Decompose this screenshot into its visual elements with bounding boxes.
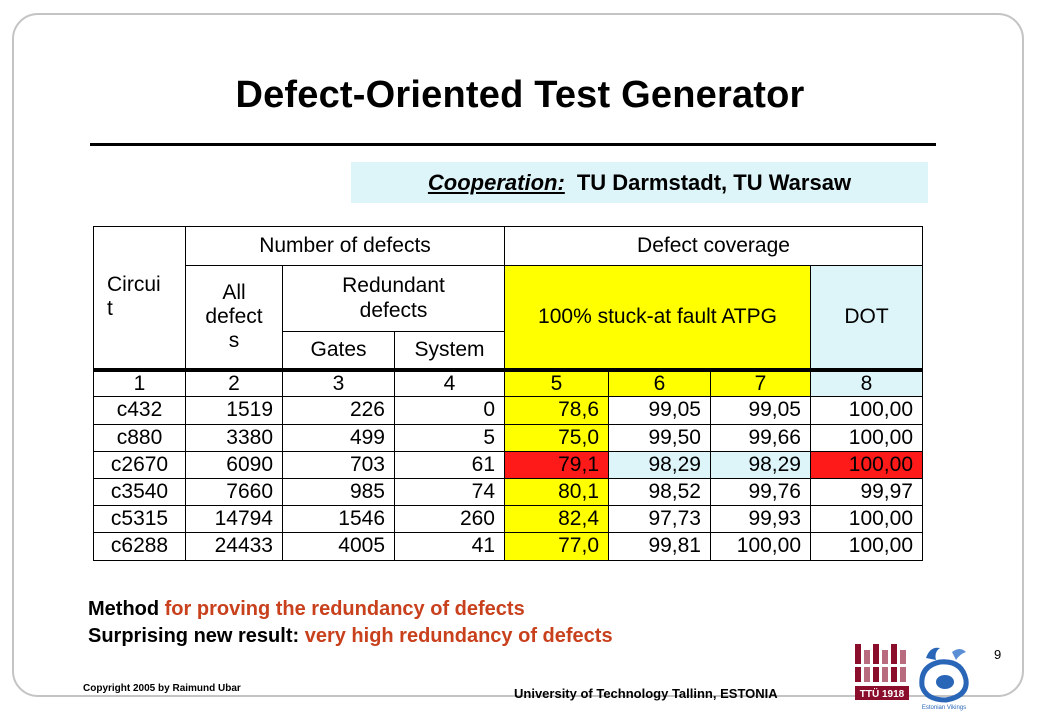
table-cell: 985 (282, 478, 395, 506)
viking-logo: Estonian Vikings (919, 647, 969, 711)
cooperation-box: Cooperation: TU Darmstadt, TU Warsaw (351, 162, 928, 203)
table-cell: 100,00 (810, 396, 923, 425)
table-row: c2670 6090 703 61 79,1 98,29 98,29 100,0… (93, 451, 923, 479)
table-cell: 100,00 (810, 424, 923, 452)
table-cell: 82,4 (504, 505, 609, 533)
column-number: 2 (185, 367, 283, 397)
column-number: 1 (93, 367, 186, 397)
table-cell: 99,81 (608, 532, 711, 561)
column-number: 3 (282, 367, 395, 397)
table-cell: 3380 (185, 424, 283, 452)
table-row: c6288 24433 4005 41 77,0 99,81 100,00 10… (93, 532, 923, 561)
circuit-name: c2670 (93, 451, 186, 479)
header-circuit: Circui t (93, 226, 186, 370)
table-cell: 4005 (282, 532, 395, 561)
header-gates: Gates (282, 331, 395, 370)
slide-title: Defect-Oriented Test Generator (235, 74, 805, 116)
circuit-name: c6288 (93, 532, 186, 561)
table-cell: 5 (394, 424, 505, 452)
table-cell: 14794 (185, 505, 283, 533)
circuit-name: c5315 (93, 505, 186, 533)
column-number: 4 (394, 367, 505, 397)
note-1-bold: Method (88, 598, 160, 620)
table-cell: 74 (394, 478, 505, 506)
header-redundant-defects: Redundant defects (282, 265, 505, 332)
table-cell: 7660 (185, 478, 283, 506)
page-number: 9 (994, 647, 1002, 662)
table-cell: 24433 (185, 532, 283, 561)
table-cell: 260 (394, 505, 505, 533)
table-cell: 80,1 (504, 478, 609, 506)
table-row: c5315 14794 1546 260 82,4 97,73 99,93 10… (93, 505, 923, 533)
header-defect-coverage: Defect coverage (504, 226, 923, 266)
title-underline (90, 143, 936, 146)
header-stuck-at-atpg: 100% stuck-at fault ATPG (504, 265, 811, 370)
table-cell: 77,0 (504, 532, 609, 561)
table-cell: 99,05 (608, 396, 711, 425)
column-number: 5 (504, 367, 609, 397)
table-cell: 99,93 (710, 505, 811, 533)
table-cell: 99,76 (710, 478, 811, 506)
table-cell: 98,29 (608, 451, 711, 479)
table-cell: 99,05 (710, 396, 811, 425)
table-cell: 0 (394, 396, 505, 425)
table-cell: 499 (282, 424, 395, 452)
table-cell: 98,52 (608, 478, 711, 506)
column-number: 6 (608, 367, 711, 397)
column-number-row: 1 2 3 4 5 6 7 8 (93, 367, 923, 397)
note-2-text: very high redundancy of defects (299, 625, 613, 647)
table-row: c880 3380 499 5 75,0 99,50 99,66 100,00 (93, 424, 923, 452)
table-cell: 97,73 (608, 505, 711, 533)
table-cell: 100,00 (810, 451, 923, 479)
svg-text:TTÜ 1918: TTÜ 1918 (860, 687, 905, 700)
note-line-1: Method for proving the redundancy of def… (88, 596, 613, 623)
table-cell: 41 (394, 532, 505, 561)
circuit-name: c432 (93, 396, 186, 425)
note-2-bold: Surprising new result: (88, 625, 300, 647)
copyright-text: Copyright 2005 by Raimund Ubar (83, 683, 241, 694)
column-number: 7 (710, 367, 811, 397)
cooperation-label: Cooperation: (427, 169, 565, 195)
table-cell: 99,50 (608, 424, 711, 452)
header-dot: DOT (810, 265, 923, 370)
header-number-of-defects: Number of defects (185, 226, 505, 266)
column-number: 8 (810, 367, 923, 397)
table-cell: 100,00 (810, 505, 923, 533)
svg-text:Estonian Vikings: Estonian Vikings (922, 705, 966, 711)
note-1-text: for proving the redundancy of defects (159, 598, 525, 620)
notes: Method for proving the redundancy of def… (88, 596, 613, 650)
cooperation-value: TU Darmstadt, TU Warsaw (576, 169, 852, 195)
table-cell: 78,6 (504, 396, 609, 425)
table-cell: 1519 (185, 396, 283, 425)
table-cell: 703 (282, 451, 395, 479)
table-cell: 79,1 (504, 451, 609, 479)
ttu-logo: TTÜ 1918 (855, 644, 909, 700)
table-cell: 100,00 (810, 532, 923, 561)
table-cell: 226 (282, 396, 395, 425)
header-system: System (394, 331, 505, 370)
circuit-name: c880 (93, 424, 186, 452)
header-all-defects: All defect s (185, 265, 283, 370)
table-cell: 75,0 (504, 424, 609, 452)
table-cell: 98,29 (710, 451, 811, 479)
table-cell: 100,00 (710, 532, 811, 561)
table-cell: 1546 (282, 505, 395, 533)
table-cell: 99,97 (810, 478, 923, 506)
table-cell: 6090 (185, 451, 283, 479)
university-name: University of Technology Tallinn, ESTONI… (514, 686, 778, 701)
results-table: Circui t Number of defects Defect covera… (93, 226, 923, 561)
circuit-name: c3540 (93, 478, 186, 506)
table-row: c3540 7660 985 74 80,1 98,52 99,76 99,97 (93, 478, 923, 506)
note-line-2: Surprising new result: very high redunda… (88, 623, 613, 650)
table-cell: 99,66 (710, 424, 811, 452)
table-cell: 61 (394, 451, 505, 479)
table-row: c432 1519 226 0 78,6 99,05 99,05 100,00 (93, 396, 923, 425)
